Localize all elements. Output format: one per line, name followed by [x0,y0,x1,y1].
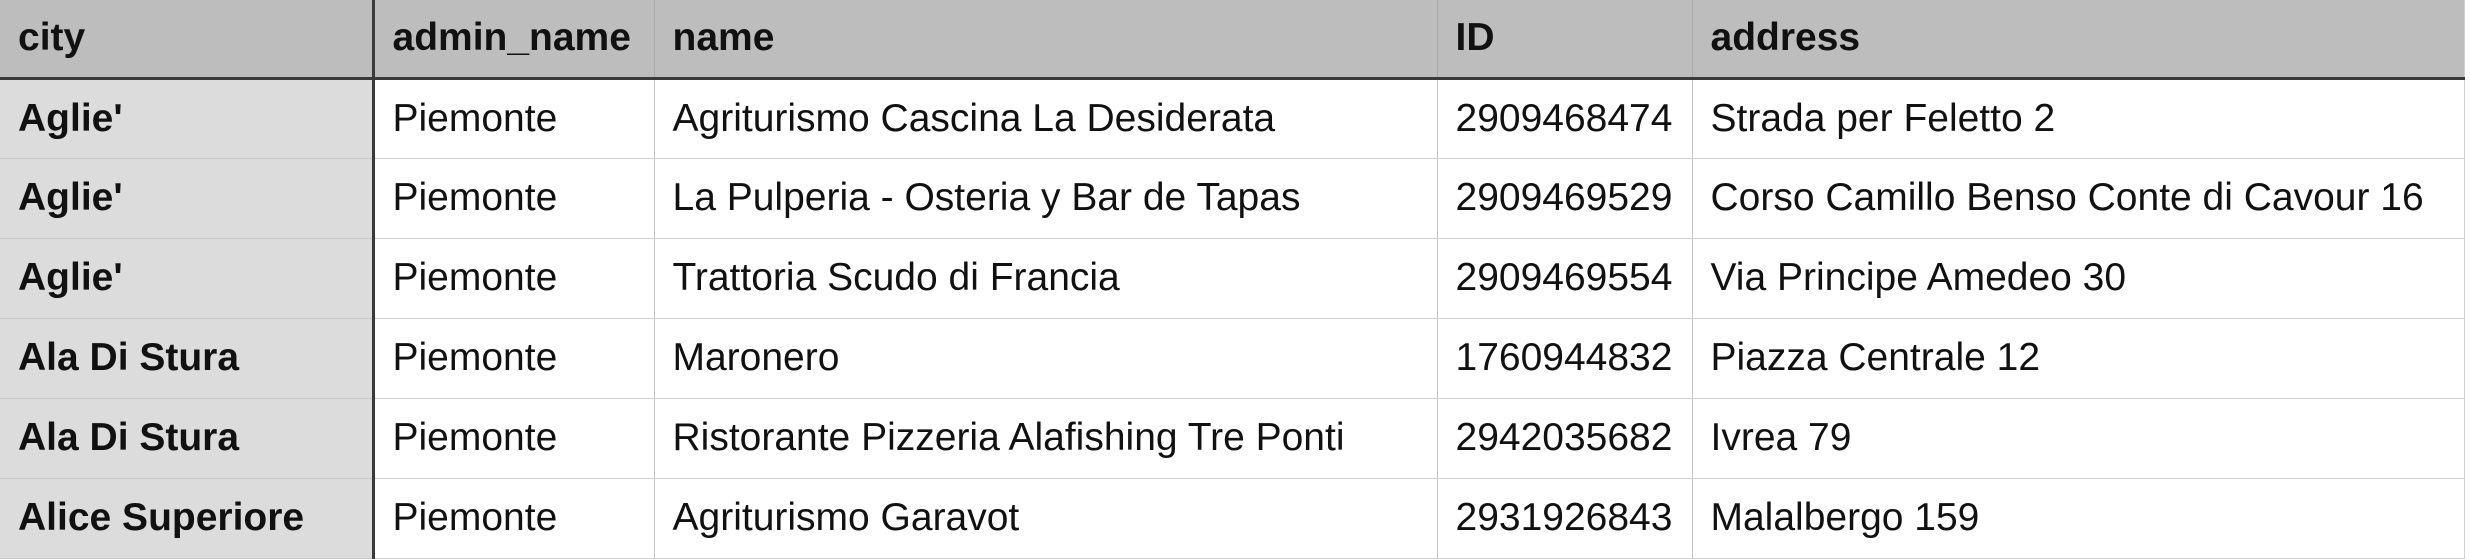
cell-id[interactable]: 1760944832 [1437,318,1693,399]
cell-address[interactable]: Malalbergo 159 [1692,478,2465,559]
cell-id[interactable]: 2909469554 [1437,238,1693,319]
cell-address[interactable]: Piazza Centrale 12 [1692,318,2465,399]
cell-city[interactable]: Ala Di Stura [0,398,375,479]
cell-name[interactable]: Agriturismo Garavot [654,478,1438,559]
column-header-admin-name[interactable]: admin_name [373,0,655,80]
cell-admin-name[interactable]: Piemonte [373,478,655,559]
cell-city[interactable]: Aglie' [0,158,375,239]
cell-id[interactable]: 2931926843 [1437,478,1693,559]
cell-id[interactable]: 2909469529 [1437,158,1693,239]
cell-name[interactable]: La Pulperia - Osteria y Bar de Tapas [654,158,1438,239]
column-header-address[interactable]: address [1692,0,2465,80]
header-row: city admin_name name ID address [0,0,2465,80]
cell-name[interactable]: Agriturismo Cascina La Desiderata [654,78,1438,159]
cell-admin-name[interactable]: Piemonte [373,238,655,319]
cell-name[interactable]: Ristorante Pizzeria Alafishing Tre Ponti [654,398,1438,479]
cell-city[interactable]: Aglie' [0,238,375,319]
column-header-name[interactable]: name [654,0,1438,80]
table-body: Aglie' Piemonte Agriturismo Cascina La D… [0,78,2465,559]
table-row: Aglie' Piemonte La Pulperia - Osteria y … [0,158,2465,239]
cell-admin-name[interactable]: Piemonte [373,318,655,399]
cell-admin-name[interactable]: Piemonte [373,158,655,239]
cell-name[interactable]: Trattoria Scudo di Francia [654,238,1438,319]
column-header-id[interactable]: ID [1437,0,1693,80]
cell-id[interactable]: 2942035682 [1437,398,1693,479]
cell-address[interactable]: Via Principe Amedeo 30 [1692,238,2465,319]
table-row: Aglie' Piemonte Agriturismo Cascina La D… [0,78,2465,159]
cell-city[interactable]: Aglie' [0,78,375,159]
table-row: Ala Di Stura Piemonte Ristorante Pizzeri… [0,398,2465,479]
table-row: Alice Superiore Piemonte Agriturismo Gar… [0,478,2465,559]
cell-admin-name[interactable]: Piemonte [373,398,655,479]
cell-city[interactable]: Ala Di Stura [0,318,375,399]
cell-city[interactable]: Alice Superiore [0,478,375,559]
cell-admin-name[interactable]: Piemonte [373,78,655,159]
cell-name[interactable]: Maronero [654,318,1438,399]
table-header: city admin_name name ID address [0,0,2465,80]
table-row: Aglie' Piemonte Trattoria Scudo di Franc… [0,238,2465,319]
cell-address[interactable]: Strada per Feletto 2 [1692,78,2465,159]
cell-address[interactable]: Corso Camillo Benso Conte di Cavour 16 [1692,158,2465,239]
table-row: Ala Di Stura Piemonte Maronero 176094483… [0,318,2465,399]
cell-id[interactable]: 2909468474 [1437,78,1693,159]
cell-address[interactable]: Ivrea 79 [1692,398,2465,479]
column-header-city[interactable]: city [0,0,375,80]
